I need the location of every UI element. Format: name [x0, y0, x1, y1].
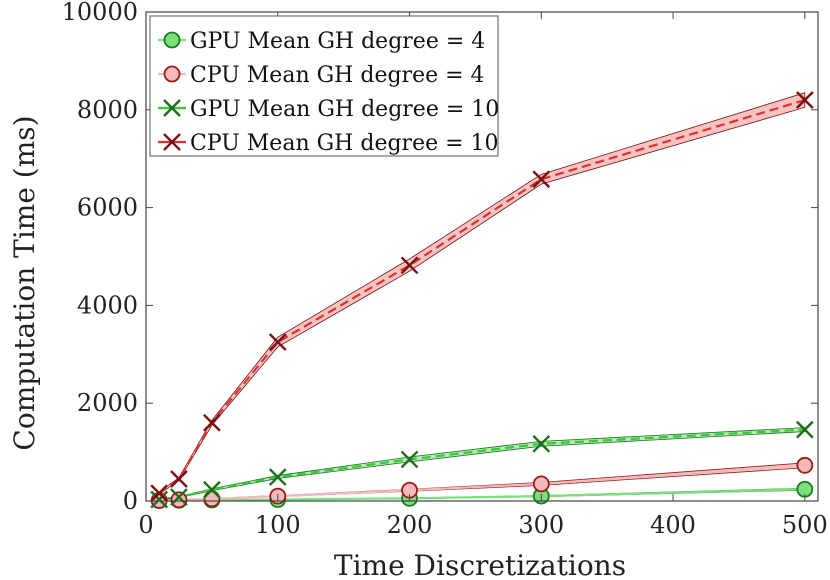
y-tick-label: 4000 [77, 291, 138, 319]
x-marker-stroke [203, 480, 221, 499]
x-marker-stroke [170, 488, 188, 506]
x-marker-stroke [163, 99, 181, 117]
x-marker-stroke [400, 256, 419, 275]
plot-frame [145, 11, 819, 502]
y-tick-label: 10000 [62, 0, 138, 26]
point-series-3 [150, 484, 169, 503]
legend-entry: GPU Mean GH degree = 10 [158, 97, 499, 122]
x-marker-stroke [150, 490, 169, 509]
point-series-2 [400, 450, 419, 469]
legend-label: GPU Mean GH degree = 4 [190, 29, 485, 54]
point-series-3 [170, 470, 188, 488]
point-series-3 [203, 413, 221, 432]
point-series-2 [170, 488, 188, 506]
point-series-1 [532, 475, 550, 493]
plot-axes [145, 11, 819, 502]
x-marker-stroke [203, 413, 221, 432]
point-series-2 [532, 434, 551, 453]
legend-label: CPU Mean GH degree = 10 [190, 131, 499, 156]
point-series-2 [795, 420, 814, 439]
point-series-2 [150, 490, 169, 509]
point-series-1 [170, 491, 188, 509]
x-marker-stroke [170, 470, 188, 488]
y-tick-label: 6000 [77, 194, 138, 222]
y-tick-label: 0 [123, 487, 138, 515]
x-tick-label: 300 [518, 511, 564, 539]
legend-marker [163, 65, 181, 83]
x-marker-stroke [268, 468, 287, 486]
x-tick-label: 400 [650, 511, 696, 539]
tick-labels: 0 100 200 300 400 500 0 2000 4000 6000 8000 10000 [62, 0, 828, 539]
legend-label: GPU Mean GH degree = 10 [190, 97, 499, 122]
point-series-3 [795, 91, 814, 109]
x-marker-stroke [163, 133, 181, 151]
band-series-2 [158, 427, 806, 501]
legend-entry: CPU Mean GH degree = 10 [158, 131, 499, 156]
x-marker-stroke [268, 333, 287, 351]
x-marker-stroke [400, 450, 419, 469]
x-marker-stroke [532, 170, 551, 189]
legend-label: CPU Mean GH degree = 4 [190, 63, 485, 88]
x-marker-stroke [795, 420, 814, 439]
line-series-2 [159, 428, 805, 501]
x-marker-stroke [532, 434, 551, 453]
legend-marker [163, 99, 181, 117]
y-tick-label: 8000 [77, 96, 138, 124]
legend: GPU Mean GH degree = 4 CPU Mean GH degree… [149, 15, 499, 157]
line-series-0 [159, 488, 805, 502]
y-tick-label: 2000 [77, 389, 138, 417]
x-marker-stroke [150, 484, 169, 503]
x-tick-label: 500 [782, 511, 828, 539]
legend-entry: GPU Mean GH degree = 4 [158, 29, 485, 54]
point-series-1 [796, 456, 814, 474]
point-series-2 [268, 468, 287, 486]
x-tick-label: 100 [255, 511, 301, 539]
legend-box [149, 15, 499, 157]
legend-marker [163, 133, 181, 151]
legend-entry: CPU Mean GH degree = 4 [158, 63, 485, 88]
x-tick-label: 200 [387, 511, 433, 539]
x-tick-label: 0 [138, 511, 153, 539]
point-series-3 [400, 256, 419, 275]
point-series-2 [203, 480, 221, 499]
series-lines [158, 98, 806, 502]
x-axis-title: Time Discretizations [334, 549, 626, 580]
x-marker-stroke [795, 91, 814, 109]
y-axis-title: Computation Time (ms) [8, 115, 41, 450]
point-series-3 [532, 170, 551, 189]
point-series-3 [268, 333, 287, 351]
legend-marker [163, 31, 181, 49]
